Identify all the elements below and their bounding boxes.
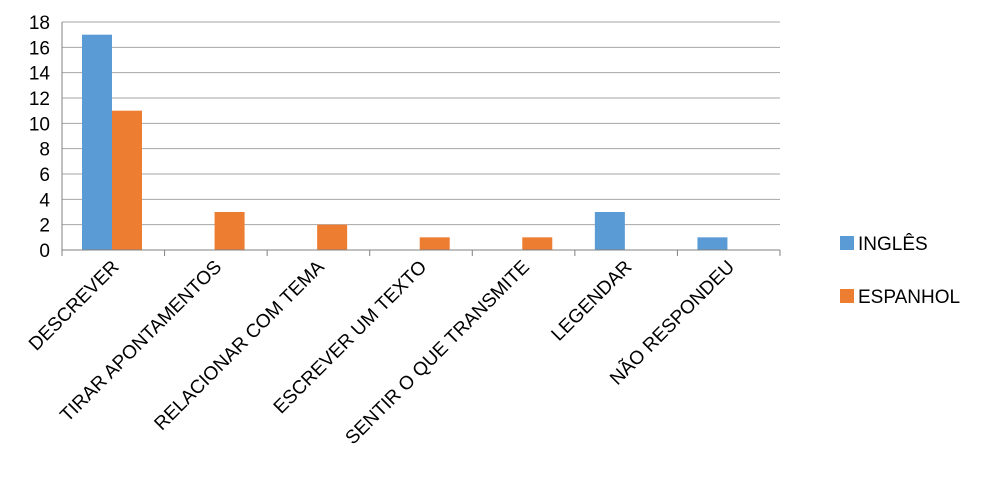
legend-label: ESPANHOL xyxy=(858,287,960,308)
gridlines xyxy=(62,21,780,226)
bar-ingles-0 xyxy=(82,34,112,250)
legend-swatch xyxy=(840,236,854,250)
legend-swatch xyxy=(840,289,854,303)
y-tick-label: 8 xyxy=(39,140,50,161)
y-tick-label: 18 xyxy=(29,13,50,34)
y-tick-label: 6 xyxy=(39,165,50,186)
bar-ingles-5 xyxy=(594,212,625,250)
y-tick-label: 10 xyxy=(29,114,50,135)
y-tick-labels: 0 2 4 6 8 10 12 14 16 18 xyxy=(29,13,51,262)
legend-label: INGLÊS xyxy=(858,233,928,255)
x-tick-label: LEGENDAR xyxy=(548,257,637,346)
y-tick-label: 16 xyxy=(29,38,50,59)
bar-espanhol-3 xyxy=(419,237,450,250)
x-tick-label: RELACIONAR COM TEMA xyxy=(151,256,329,434)
bar-espanhol-2 xyxy=(317,224,348,250)
bar-espanhol-1 xyxy=(214,212,245,250)
axes xyxy=(61,22,781,256)
y-tick-label: 0 xyxy=(39,241,50,262)
y-tick-label: 4 xyxy=(39,190,50,211)
bar-espanhol-4 xyxy=(522,237,553,250)
y-tick-label: 2 xyxy=(39,216,50,237)
y-tick-label: 12 xyxy=(29,89,50,110)
legend: INGLÊS ESPANHOL xyxy=(840,233,960,308)
bars xyxy=(82,34,728,251)
bar-espanhol-0 xyxy=(112,110,142,251)
bar-ingles-6 xyxy=(697,237,728,250)
y-tick-label: 14 xyxy=(29,64,51,85)
x-tick-label: DESCREVER xyxy=(25,257,123,355)
x-tick-label: SENTIR O QUE TRANSMITE xyxy=(342,257,534,449)
